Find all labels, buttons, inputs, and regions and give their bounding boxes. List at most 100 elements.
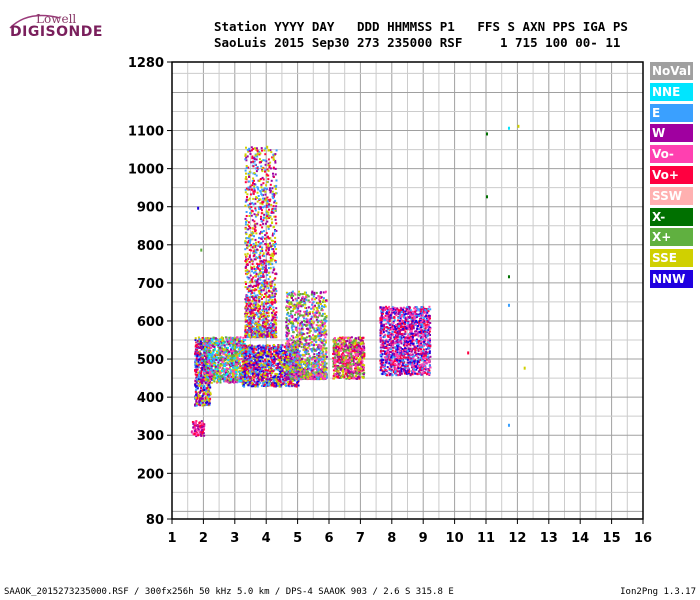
data-point [245, 187, 248, 190]
data-point [245, 159, 248, 162]
data-point [242, 345, 245, 348]
data-point [203, 343, 206, 346]
data-point [316, 328, 319, 331]
data-point [242, 377, 245, 380]
data-point [245, 355, 248, 357]
data-point [232, 374, 235, 376]
data-point [218, 359, 221, 361]
data-point [262, 384, 265, 387]
data-point [210, 361, 213, 364]
data-point [251, 238, 254, 241]
data-point [274, 299, 277, 302]
data-point [222, 365, 225, 368]
data-point [244, 311, 247, 314]
data-point [262, 240, 265, 243]
data-point [290, 310, 292, 313]
data-point [246, 349, 249, 352]
data-point [258, 344, 261, 347]
data-point [295, 299, 298, 302]
data-point [274, 319, 277, 322]
data-point [323, 354, 326, 357]
data-point [285, 358, 288, 361]
data-point [214, 376, 217, 379]
data-point [261, 248, 264, 251]
data-point [199, 424, 202, 427]
data-point [201, 357, 204, 360]
data-point [258, 326, 261, 329]
data-point [314, 311, 317, 314]
data-point [252, 177, 255, 180]
data-point [250, 188, 253, 191]
data-point [249, 238, 252, 241]
data-point [213, 348, 216, 350]
data-point [266, 330, 269, 333]
data-point [300, 346, 303, 349]
data-point [252, 232, 255, 235]
data-point [245, 261, 248, 264]
data-point [269, 335, 272, 337]
data-point [270, 259, 273, 262]
data-point [208, 339, 211, 342]
data-point [244, 330, 247, 333]
data-point [296, 381, 299, 384]
data-point [283, 350, 285, 353]
data-point [275, 202, 278, 205]
data-point [267, 205, 270, 208]
data-point [215, 338, 218, 341]
data-point [291, 354, 294, 357]
x-tick-label: 6 [324, 531, 333, 546]
data-point [249, 355, 252, 358]
data-point [204, 378, 207, 381]
data-point [275, 290, 278, 293]
x-tick-label: 13 [540, 531, 558, 546]
data-point [280, 361, 283, 363]
data-point [303, 300, 306, 303]
data-point [217, 361, 220, 364]
data-point [254, 381, 257, 384]
data-point [265, 347, 268, 350]
data-point [246, 381, 249, 384]
data-point [263, 149, 266, 152]
data-point [284, 379, 287, 382]
data-point [249, 193, 252, 196]
data-point [256, 372, 259, 375]
data-point [257, 303, 260, 306]
data-point [252, 276, 255, 279]
data-point [251, 180, 254, 182]
data-point [197, 364, 200, 367]
data-point [247, 188, 250, 191]
data-point [233, 348, 236, 351]
data-point [256, 186, 259, 189]
data-point [250, 259, 253, 262]
data-point [260, 165, 263, 168]
data-point [197, 340, 199, 342]
data-point [195, 379, 198, 382]
data-point [261, 167, 264, 170]
data-point [283, 361, 286, 364]
data-point [265, 174, 268, 177]
data-point [289, 381, 292, 384]
data-point [247, 312, 250, 315]
data-point [309, 348, 312, 350]
data-point [275, 323, 278, 326]
data-point [271, 263, 274, 266]
data-point [230, 342, 232, 344]
data-point [250, 267, 253, 270]
data-point [264, 316, 267, 319]
data-point [253, 187, 256, 190]
data-point [248, 242, 251, 244]
data-point [233, 347, 236, 350]
data-point [268, 326, 271, 329]
data-point [203, 369, 206, 372]
data-point [248, 299, 251, 302]
data-point [223, 370, 226, 373]
data-point [198, 350, 201, 353]
data-point [248, 330, 251, 333]
data-point [274, 298, 276, 301]
data-point [198, 398, 201, 401]
data-point [324, 329, 327, 332]
data-point [216, 338, 219, 341]
data-point [260, 303, 263, 306]
data-point [195, 429, 198, 432]
data-point [281, 372, 284, 374]
